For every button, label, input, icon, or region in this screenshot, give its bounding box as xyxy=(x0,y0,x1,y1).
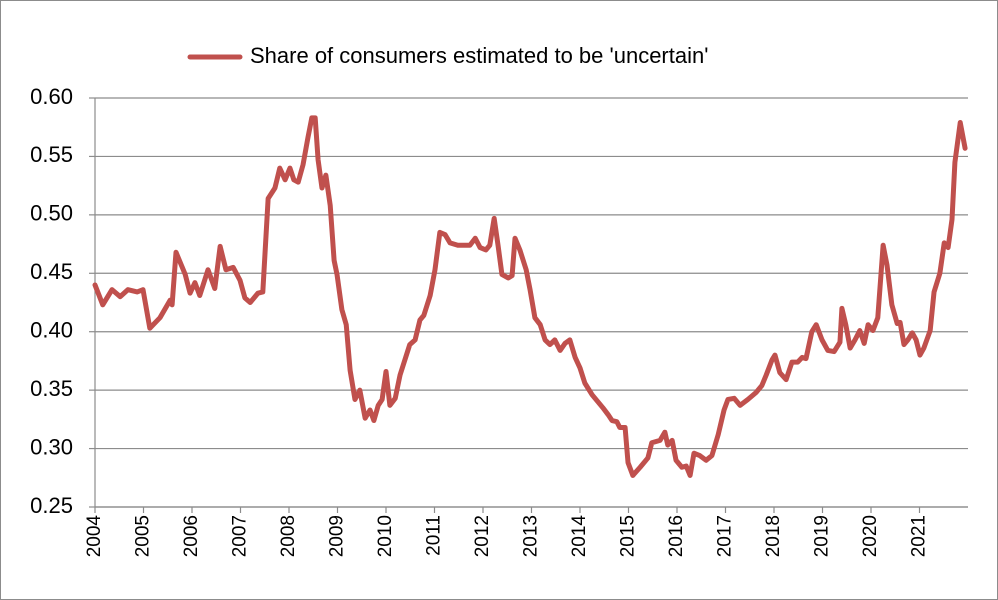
legend-label: Share of consumers estimated to be 'unce… xyxy=(250,43,708,68)
y-tick-label: 0.40 xyxy=(30,318,73,343)
x-tick-label: 2005 xyxy=(133,515,154,557)
x-tick-label: 2017 xyxy=(715,515,736,557)
x-tick-label: 2018 xyxy=(763,515,784,557)
x-tick-label: 2013 xyxy=(521,515,542,557)
y-tick-label: 0.55 xyxy=(30,142,73,167)
x-tick-label: 2014 xyxy=(569,515,590,558)
x-tick-label: 2020 xyxy=(860,515,881,557)
y-tick-label: 0.45 xyxy=(30,259,73,284)
x-tick-label: 2010 xyxy=(375,515,396,557)
x-tick-label: 2008 xyxy=(278,515,299,557)
x-tick-label: 2021 xyxy=(909,515,930,557)
x-tick-label: 2004 xyxy=(84,515,105,558)
x-tick-label: 2019 xyxy=(812,515,833,557)
y-tick-label: 0.25 xyxy=(30,493,73,518)
x-tick-label: 2007 xyxy=(230,515,251,557)
y-tick-label: 0.30 xyxy=(30,434,73,459)
x-tick-label: 2016 xyxy=(666,515,687,557)
x-tick-label: 2006 xyxy=(181,515,202,557)
y-tick-label: 0.60 xyxy=(30,84,73,109)
x-tick-label: 2012 xyxy=(472,515,493,557)
x-tick-label: 2015 xyxy=(618,515,639,557)
data-line xyxy=(92,115,968,478)
x-tick-label: 2011 xyxy=(424,515,445,556)
x-tick-label: 2009 xyxy=(327,515,348,557)
y-tick-label: 0.35 xyxy=(30,376,73,401)
y-tick-label: 0.50 xyxy=(30,201,73,226)
